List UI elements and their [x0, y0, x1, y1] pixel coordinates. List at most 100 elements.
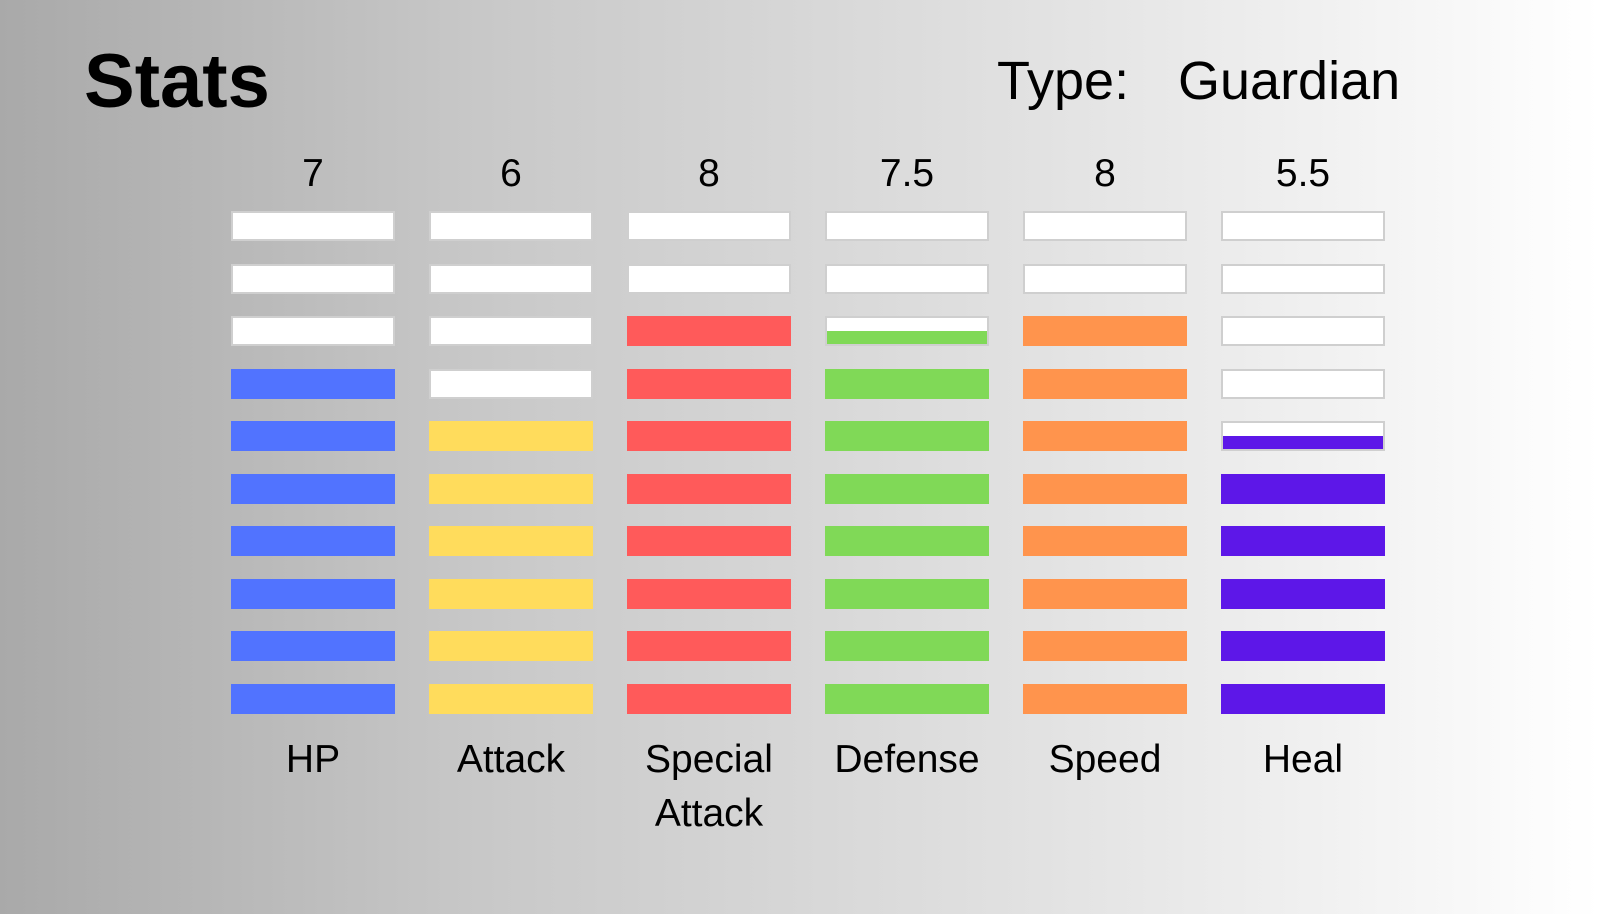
bar-segment-special-attack: [627, 211, 791, 241]
bar-segment-defense: [825, 316, 989, 346]
bar-segment-attack: [429, 316, 593, 346]
bar-segment-special-attack: [627, 473, 791, 504]
bar-segment-speed: [1023, 316, 1187, 346]
bar-fill-attack: [431, 580, 591, 607]
bar-fill-defense: [827, 370, 987, 397]
bar-fill-hp: [233, 423, 393, 449]
bar-segment-speed: [1023, 368, 1187, 399]
category-label-defense: Defense: [834, 738, 980, 781]
bar-fill-special-attack: [629, 633, 789, 659]
bar-fill-hp: [233, 528, 393, 554]
bar-fill-special-attack: [629, 685, 789, 712]
bar-fill-defense: [827, 580, 987, 607]
stats-title: Stats: [84, 39, 270, 124]
bar-fill-heal: [1223, 436, 1383, 449]
category-label-attack: Attack: [456, 738, 566, 781]
bar-fill-speed: [1025, 475, 1185, 502]
value-label-speed: 8: [1094, 152, 1116, 195]
bar-fill-heal: [1223, 580, 1383, 607]
bar-fill-special-attack: [629, 475, 789, 502]
bar-segment-defense: [825, 368, 989, 399]
bar-segment-attack: [429, 578, 593, 609]
bar-fill-speed: [1025, 318, 1185, 344]
bar-segment-special-attack: [627, 263, 791, 294]
bar-fill-hp: [233, 580, 393, 607]
bar-fill-defense: [827, 528, 987, 554]
bar-segment-special-attack: [627, 421, 791, 451]
bar-fill-attack: [431, 528, 591, 554]
bar-segment-hp: [231, 578, 395, 609]
bar-segment-speed: [1023, 631, 1187, 661]
bar-segment-hp: [231, 631, 395, 661]
bar-fill-defense: [827, 633, 987, 659]
bar-segment-heal: [1221, 683, 1385, 714]
bar-segment-heal: [1221, 421, 1385, 451]
bar-segment-heal: [1221, 631, 1385, 661]
bar-fill-defense: [827, 423, 987, 449]
bar-segment-special-attack: [627, 683, 791, 714]
bar-segment-attack: [429, 526, 593, 556]
value-label-special-attack: 8: [698, 152, 720, 195]
value-label-defense: 7.5: [879, 152, 935, 195]
bar-fill-hp: [233, 370, 393, 397]
bar-fill-speed: [1025, 685, 1185, 712]
type-label: Type:: [997, 51, 1130, 111]
bar-segment-heal: [1221, 578, 1385, 609]
bar-segment-hp: [231, 421, 395, 451]
bar-segment-speed: [1023, 473, 1187, 504]
value-label-attack: 6: [500, 152, 522, 195]
bar-segment-heal: [1221, 526, 1385, 556]
bar-fill-special-attack: [629, 318, 789, 344]
bar-segment-attack: [429, 631, 593, 661]
category-label-hp: HP: [285, 738, 341, 781]
bar-fill-attack: [431, 423, 591, 449]
bar-segment-defense: [825, 421, 989, 451]
bar-segment-hp: [231, 263, 395, 294]
bar-segment-special-attack: [627, 368, 791, 399]
bar-segment-heal: [1221, 263, 1385, 294]
bar-segment-defense: [825, 683, 989, 714]
bar-fill-attack: [431, 633, 591, 659]
bar-segment-attack: [429, 421, 593, 451]
bar-segment-hp: [231, 683, 395, 714]
bar-segment-attack: [429, 211, 593, 241]
bar-segment-special-attack: [627, 631, 791, 661]
bar-segment-defense: [825, 263, 989, 294]
bar-segment-hp: [231, 316, 395, 346]
bar-fill-heal: [1223, 685, 1383, 712]
bar-segment-hp: [231, 368, 395, 399]
bar-segment-hp: [231, 473, 395, 504]
bar-segment-attack: [429, 368, 593, 399]
bar-segment-speed: [1023, 421, 1187, 451]
bar-segment-special-attack: [627, 316, 791, 346]
bar-fill-speed: [1025, 528, 1185, 554]
bar-segment-attack: [429, 473, 593, 504]
bar-fill-hp: [233, 475, 393, 502]
bar-segment-heal: [1221, 316, 1385, 346]
bar-fill-speed: [1025, 370, 1185, 397]
bar-fill-defense: [827, 331, 987, 344]
bar-segment-attack: [429, 263, 593, 294]
bar-segment-special-attack: [627, 578, 791, 609]
bar-segment-speed: [1023, 211, 1187, 241]
bar-segment-heal: [1221, 368, 1385, 399]
bar-fill-defense: [827, 475, 987, 502]
bar-fill-speed: [1025, 633, 1185, 659]
bar-fill-hp: [233, 685, 393, 712]
bar-segment-speed: [1023, 263, 1187, 294]
bar-fill-special-attack: [629, 423, 789, 449]
bar-segment-hp: [231, 526, 395, 556]
bar-fill-attack: [431, 685, 591, 712]
bar-segment-special-attack: [627, 526, 791, 556]
bar-segment-defense: [825, 578, 989, 609]
bar-segment-speed: [1023, 526, 1187, 556]
bar-segment-heal: [1221, 211, 1385, 241]
bar-fill-heal: [1223, 475, 1383, 502]
bar-fill-speed: [1025, 580, 1185, 607]
bar-fill-hp: [233, 633, 393, 659]
bar-fill-special-attack: [629, 528, 789, 554]
category-label-special-attack: Special Attack: [645, 738, 773, 835]
bar-segment-heal: [1221, 473, 1385, 504]
bar-fill-heal: [1223, 633, 1383, 659]
value-label-hp: 7: [302, 152, 324, 195]
